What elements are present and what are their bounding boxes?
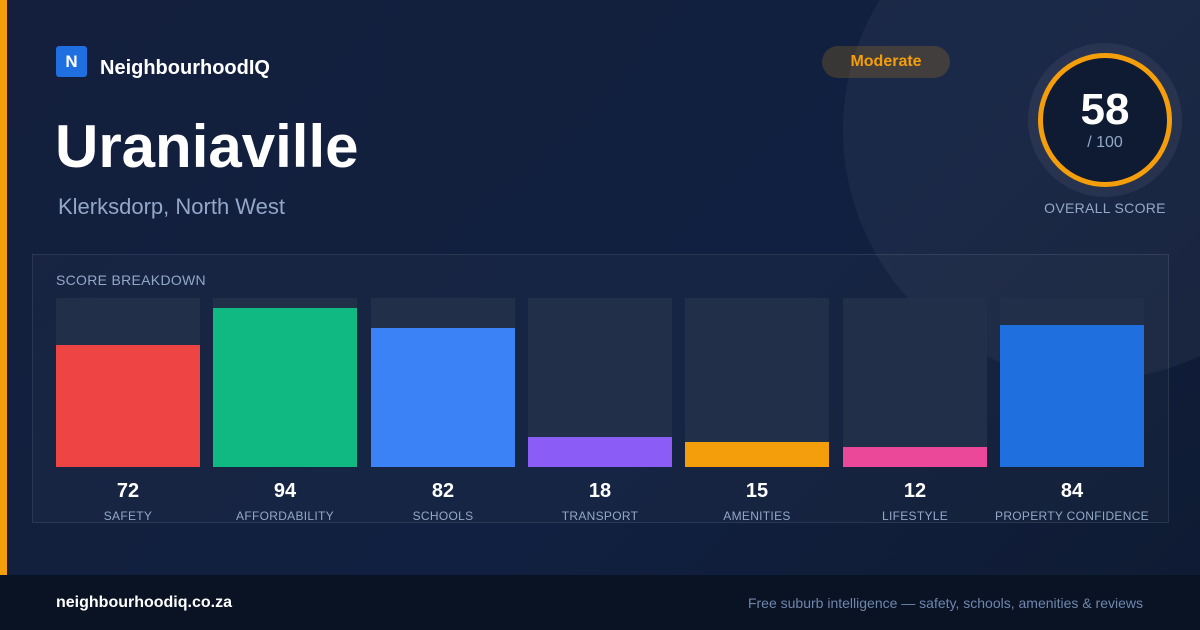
brand-logo: N <box>56 46 87 77</box>
bar-track-transport <box>528 298 672 467</box>
score-ring: 58 / 100 <box>1038 53 1172 187</box>
bar-label-schools: SCHOOLS <box>412 509 474 523</box>
bar-value-safety: 72 <box>116 480 140 502</box>
suburb-title: Uraniaville <box>55 113 359 180</box>
bar-track-safety <box>56 298 200 467</box>
footer <box>0 575 1200 630</box>
bar-value-affordability: 94 <box>273 480 297 502</box>
bar-track-lifestyle <box>843 298 987 467</box>
bar-schools <box>371 328 515 467</box>
footer-domain-link[interactable]: neighbourhoodiq.co.za <box>56 594 232 611</box>
bar-track-affordability <box>213 298 357 467</box>
bar-lifestyle <box>843 447 987 467</box>
bar-track-property-confidence <box>1000 298 1144 467</box>
bar-transport <box>528 437 672 467</box>
bar-property-confidence <box>1000 325 1144 467</box>
score-breakdown-panel <box>32 254 1169 523</box>
bar-label-affordability: AFFORDABILITY <box>236 509 334 523</box>
score-breakdown-heading: SCORE BREAKDOWN <box>56 272 206 288</box>
bar-amenities <box>685 442 829 467</box>
brand-name: NeighbourhoodIQ <box>100 57 270 79</box>
bar-track-schools <box>371 298 515 467</box>
rating-badge: Moderate <box>822 46 950 78</box>
bar-value-transport: 18 <box>588 480 612 502</box>
bar-label-lifestyle: LIFESTYLE <box>881 509 949 523</box>
bar-label-amenities: AMENITIES <box>723 509 791 523</box>
accent-bar <box>0 0 7 575</box>
bar-affordability <box>213 308 357 467</box>
overall-score-value: 58 <box>1080 85 1130 134</box>
overall-score-caption: OVERALL SCORE <box>1044 200 1166 216</box>
bar-value-schools: 82 <box>431 480 455 502</box>
bar-value-amenities: 15 <box>745 480 769 502</box>
bar-value-lifestyle: 12 <box>903 480 927 502</box>
score-breakdown-chart: 72 SAFETY 94 AFFORDABILITY 82 SCHOOLS 18 TRANSP… <box>56 298 1149 523</box>
overall-score-gauge: 58 / 100 <box>1028 43 1182 197</box>
suburb-location: Klerksdorp, North West <box>58 194 286 219</box>
footer-tagline: Free suburb intelligence — safety, schoo… <box>747 595 1143 611</box>
bar-value-property-confidence: 84 <box>1060 480 1084 502</box>
bar-track-amenities <box>685 298 829 467</box>
bar-label-transport: TRANSPORT <box>561 509 639 523</box>
bar-safety <box>56 345 200 467</box>
bar-label-property-confidence: PROPERTY CONFIDENCE <box>995 509 1149 523</box>
bar-label-safety: SAFETY <box>103 509 153 523</box>
overall-score-max: / 100 <box>1087 134 1123 151</box>
